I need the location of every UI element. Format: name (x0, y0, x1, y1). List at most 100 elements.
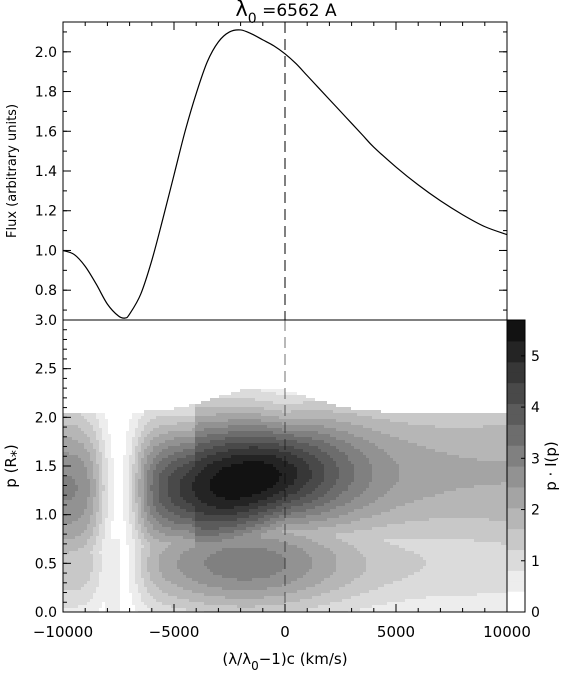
heatmap-cell (207, 371, 211, 375)
heatmap-cell (153, 581, 157, 585)
heatmap-cell (105, 398, 109, 402)
heatmap-cell (123, 500, 127, 504)
heatmap-cell (72, 425, 76, 429)
heatmap-cell (204, 449, 208, 453)
heatmap-cell (135, 425, 139, 429)
heatmap-cell (87, 386, 91, 390)
heatmap-cell (198, 557, 202, 561)
heatmap-cell (153, 473, 157, 477)
heatmap-cell (99, 536, 103, 540)
heatmap-cell (168, 566, 172, 570)
heatmap-cell (69, 356, 73, 360)
heatmap-cell (153, 536, 157, 540)
heatmap-cell (114, 566, 118, 570)
heatmap-cell (159, 452, 163, 456)
heatmap-cell (108, 497, 112, 501)
heatmap-cell (150, 602, 154, 606)
heatmap-cell (207, 395, 211, 399)
heatmap-cell (144, 422, 148, 426)
heatmap-cell (84, 578, 88, 582)
heatmap-cell (162, 446, 166, 450)
heatmap-cell (78, 368, 82, 372)
heatmap-cell (66, 530, 70, 534)
heatmap-cell (150, 386, 154, 390)
heatmap-cell (120, 392, 124, 396)
heatmap-cell (123, 341, 127, 345)
heatmap-cell (198, 362, 202, 366)
heatmap-cell (96, 440, 100, 444)
heatmap-cell (174, 368, 178, 372)
heatmap-cell (159, 491, 163, 495)
heatmap-cell (114, 407, 118, 411)
heatmap-cell (147, 470, 151, 474)
heatmap-cell (90, 536, 94, 540)
heatmap-cell (123, 368, 127, 372)
heatmap-cell (69, 440, 73, 444)
heatmap-cell (72, 350, 76, 354)
heatmap-cell (165, 356, 169, 360)
heatmap-cell (162, 428, 166, 432)
heatmap-cell (153, 425, 157, 429)
heatmap-cell (69, 392, 73, 396)
heatmap-cell (198, 377, 202, 381)
heatmap-cell (123, 590, 127, 594)
heatmap-cell (210, 557, 214, 561)
heatmap-cell (141, 527, 145, 531)
heatmap-cell (192, 389, 196, 393)
heatmap-cell (63, 587, 67, 591)
heatmap-cell (192, 560, 196, 564)
heatmap-cell (207, 530, 211, 534)
heatmap-cell (135, 473, 139, 477)
heatmap-cell (138, 392, 142, 396)
heatmap-cell (93, 470, 97, 474)
heatmap-cell (204, 461, 208, 465)
heatmap-cell (93, 320, 97, 324)
heatmap-cell (96, 560, 100, 564)
heatmap-cell (195, 512, 199, 516)
heatmap-cell (114, 461, 118, 465)
heatmap-cell (69, 542, 73, 546)
heatmap-cell (105, 320, 109, 324)
heatmap-cell (159, 602, 163, 606)
heatmap-cell (99, 362, 103, 366)
heatmap-cell (96, 482, 100, 486)
heatmap-cell (81, 518, 85, 522)
heatmap-cell (78, 431, 82, 435)
heatmap-cell (204, 581, 208, 585)
heatmap-cell (192, 383, 196, 387)
heatmap-cell (123, 437, 127, 441)
heatmap-cell (201, 575, 205, 579)
heatmap-cell (204, 455, 208, 459)
heatmap-cell (129, 578, 133, 582)
heatmap-cell (84, 365, 88, 369)
heatmap-cell (201, 530, 205, 534)
heatmap-cell (159, 347, 163, 351)
heatmap-cell (189, 413, 193, 417)
heatmap-cell (123, 371, 127, 375)
heatmap-cell (186, 584, 190, 588)
heatmap-cell (96, 356, 100, 360)
heatmap-cell (135, 383, 139, 387)
heatmap-cell (144, 368, 148, 372)
heatmap-cell (207, 431, 211, 435)
heatmap-cell (189, 446, 193, 450)
heatmap-cell (165, 602, 169, 606)
heatmap-cell (183, 488, 187, 492)
heatmap-cell (192, 326, 196, 330)
heatmap-cell (165, 578, 169, 582)
heatmap-cell (201, 344, 205, 348)
heatmap-cell (132, 518, 136, 522)
heatmap-cell (165, 593, 169, 597)
heatmap-cell (135, 602, 139, 606)
heatmap-cell (147, 587, 151, 591)
heatmap-cell (108, 566, 112, 570)
heatmap-cell (132, 554, 136, 558)
heatmap-cell (162, 521, 166, 525)
heatmap-cell (102, 401, 106, 405)
heatmap-cell (81, 359, 85, 363)
heatmap-cell (168, 347, 172, 351)
heatmap-cell (126, 407, 130, 411)
heatmap-cell (135, 320, 139, 324)
heatmap-cell (141, 344, 145, 348)
heatmap-cell (156, 341, 160, 345)
